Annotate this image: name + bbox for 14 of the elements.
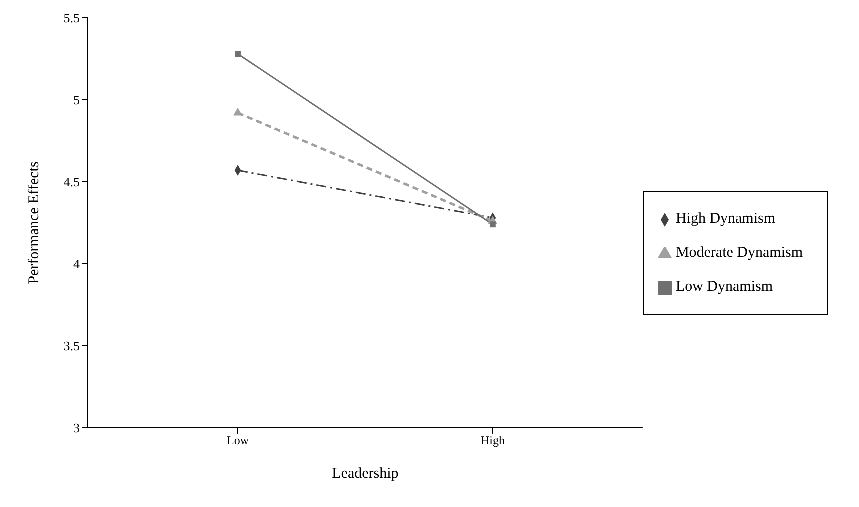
y-tick-label: 4.5	[64, 174, 80, 190]
y-tick-label: 5	[74, 92, 80, 108]
y-axis-title: Performance Effects	[26, 162, 42, 284]
y-tick-label: 3	[74, 420, 80, 436]
legend-label: Moderate Dynamism	[676, 245, 803, 261]
point	[235, 51, 241, 58]
legend-label: High Dynamism	[676, 211, 776, 227]
legend-label: Low Dynamism	[676, 279, 774, 295]
y-tick-label: 5.5	[64, 10, 80, 26]
y-tick-label: 4	[74, 256, 80, 272]
x-axis-title: Leadership	[332, 466, 399, 482]
x-tick-label: Low	[227, 434, 250, 448]
y-tick-label: 3.5	[64, 338, 80, 354]
x-tick-label: High	[480, 434, 505, 448]
